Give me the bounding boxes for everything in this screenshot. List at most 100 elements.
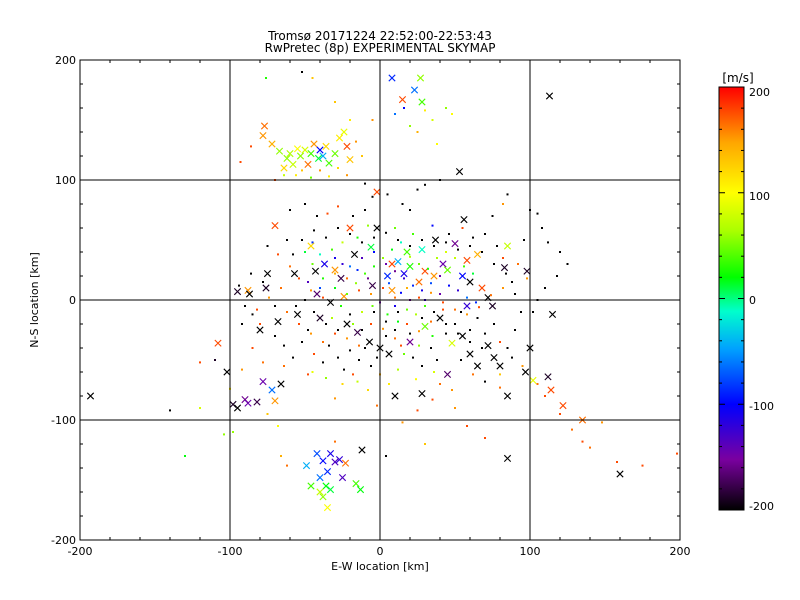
scatter-point-dot-29	[641, 464, 644, 467]
scatter-point-dot-297	[499, 373, 501, 376]
scatter-point-dot-88	[326, 212, 329, 215]
scatter-point-cross-23	[352, 480, 360, 488]
scatter-point-dot-92	[266, 245, 269, 247]
scatter-point-cross-55	[410, 86, 419, 94]
scatter-point-dot-300	[262, 361, 264, 364]
scatter-point-dot-47	[445, 107, 447, 109]
y-tick-label-200: 200	[55, 54, 76, 67]
scatter-point-cross-22	[316, 488, 324, 496]
scatter-point-cross-29	[260, 122, 269, 130]
scatter-point-dot-213	[370, 293, 372, 295]
scatter-point-dot-38	[334, 101, 336, 103]
scatter-point-dot-272	[385, 231, 387, 234]
scatter-point-dot-208	[310, 289, 312, 292]
scatter-point-cross-90	[400, 270, 408, 278]
scatter-point-dot-10	[376, 404, 378, 407]
scatter-point-dot-97	[241, 323, 243, 325]
scatter-point-dot-171	[431, 335, 434, 337]
scatter-point-dot-240	[430, 320, 432, 323]
scatter-point-dot-134	[484, 233, 486, 235]
scatter-point-cross-33	[286, 150, 294, 158]
scatter-point-cross-44	[322, 142, 330, 150]
scatter-point-cross-132	[559, 402, 567, 410]
scatter-point-dot-87	[316, 215, 318, 217]
scatter-point-dot-161	[445, 251, 447, 253]
scatter-point-dot-49	[250, 145, 252, 148]
scatter-point-dot-214	[382, 287, 384, 289]
scatter-point-dot-78	[547, 241, 549, 244]
scatter-point-dot-145	[319, 253, 321, 256]
scatter-point-dot-158	[418, 263, 420, 265]
scatter-point-cross-88	[388, 260, 396, 268]
colorbar-tick-marks	[719, 86, 744, 511]
scatter-point-cross-73	[245, 290, 254, 298]
scatter-point-dot-291	[415, 378, 417, 381]
scatter-point-dot-94	[286, 239, 288, 241]
scatter-point-dot-235	[370, 323, 372, 325]
scatter-point-dot-33	[214, 359, 216, 361]
scatter-point-cross-119	[496, 362, 504, 370]
scatter-point-cross-28	[341, 459, 350, 467]
scatter-point-dot-219	[442, 301, 444, 304]
scatter-point-dot-183	[385, 263, 387, 265]
scatter-point-dot-81	[556, 275, 558, 277]
scatter-point-cross-63	[460, 216, 468, 224]
scatter-point-cross-141	[418, 246, 426, 254]
scatter-point-dot-254	[409, 332, 411, 335]
scatter-point-cross-82	[337, 274, 345, 282]
scatter-point-dot-298	[511, 356, 513, 359]
scatter-point-cross-98	[466, 278, 474, 286]
scatter-point-dot-40	[394, 113, 396, 115]
scatter-point-dot-102	[313, 353, 315, 355]
scatter-point-dot-3	[266, 413, 269, 415]
scatter-point-cross-3	[244, 399, 252, 407]
scatter-point-dot-77	[541, 227, 543, 229]
scatter-point-dot-279	[469, 245, 471, 247]
scatter-point-cross-134	[616, 470, 624, 478]
scatter-point-dot-79	[559, 251, 561, 253]
scatter-point-dot-28	[616, 461, 618, 463]
scatter-point-dot-157	[409, 255, 411, 258]
grid-lines	[80, 60, 680, 540]
scatter-point-dot-136	[461, 227, 464, 229]
scatter-point-dot-224	[502, 287, 504, 289]
scatter-point-dot-162	[454, 257, 456, 259]
scatter-point-dot-302	[283, 365, 285, 367]
scatter-point-dot-154	[382, 257, 384, 259]
scatter-point-dot-108	[358, 359, 360, 361]
scatter-point-cross-41	[314, 154, 323, 162]
scatter-point-dot-86	[304, 203, 306, 205]
scatter-point-dot-59	[346, 174, 348, 177]
scatter-point-dot-270	[361, 241, 363, 244]
scatter-point-cross-123	[544, 373, 552, 381]
scatter-point-dot-176	[340, 305, 342, 307]
scatter-point-dot-27	[601, 421, 603, 424]
scatter-point-dot-250	[361, 329, 363, 331]
y-tick-label-neg100: -100	[51, 414, 76, 427]
scatter-point-dot-103	[322, 361, 324, 364]
scatter-point-dot-292	[433, 371, 435, 373]
scatter-point-dot-199	[307, 281, 309, 283]
scatter-point-dot-184	[394, 270, 396, 273]
scatter-point-dot-198	[400, 291, 402, 294]
scatter-point-cross-80	[331, 266, 339, 274]
scatter-point-dot-286	[325, 377, 327, 379]
scatter-point-dot-191	[457, 289, 459, 292]
scatter-point-cross-42	[316, 146, 324, 154]
scatter-point-cross-72	[244, 286, 252, 294]
scatter-point-dot-120	[454, 323, 456, 325]
scatter-point-cross-61	[346, 224, 354, 232]
scatter-point-cross-124	[547, 386, 555, 394]
scatter-point-cross-9	[271, 397, 279, 405]
scatter-point-dot-133	[496, 245, 498, 247]
colorbar-tick-label-100: 100	[749, 190, 770, 203]
scatter-point-dot-55	[310, 176, 312, 179]
scatter-point-dot-187	[421, 289, 423, 292]
scatter-point-dot-280	[481, 251, 483, 253]
colorbar-label: [m/s]	[722, 71, 753, 85]
scatter-point-dot-307	[385, 455, 387, 457]
scatter-point-dot-283	[517, 263, 519, 265]
scatter-point-dot-277	[445, 241, 447, 244]
scatter-point-cross-101	[488, 302, 497, 310]
scatter-point-dot-101	[307, 329, 309, 331]
